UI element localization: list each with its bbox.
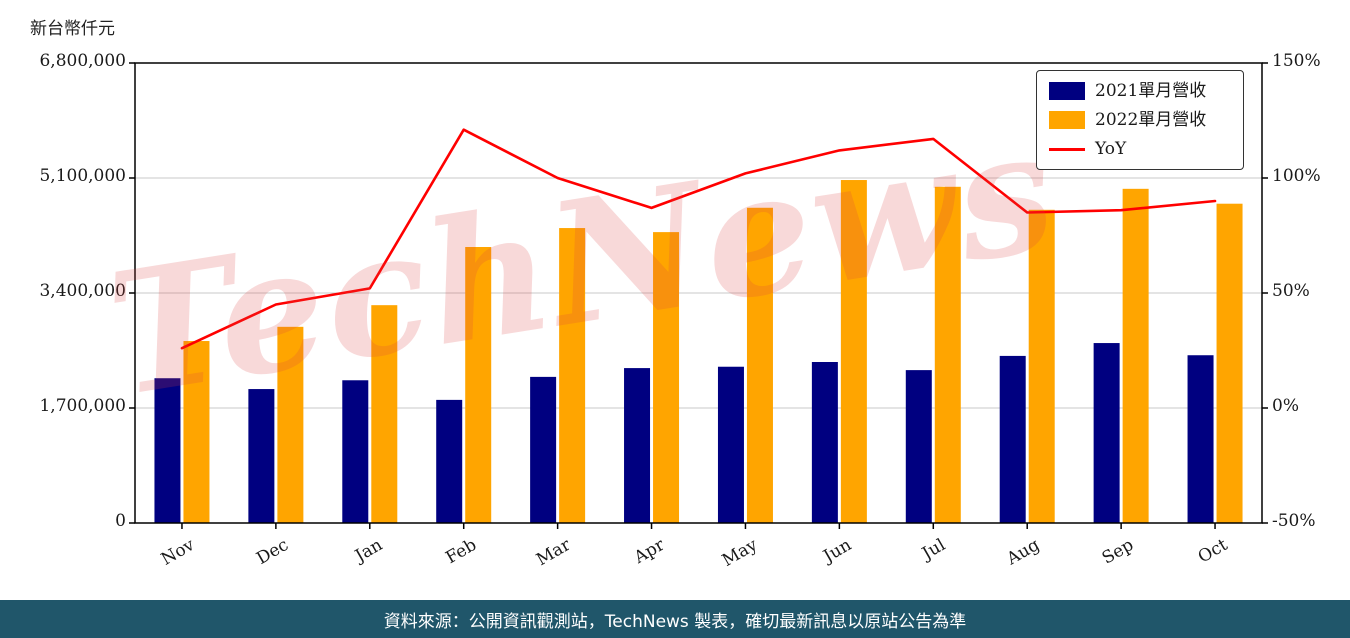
right-axis-tick: 50% [1272, 281, 1310, 301]
y-axis-unit-label: 新台幣仟元 [30, 19, 115, 39]
source-footer: 資料來源：公開資訊觀測站，TechNews 製表，確切最新訊息以原站公告為準 [0, 600, 1350, 638]
source-footer-text: 資料來源：公開資訊觀測站，TechNews 製表，確切最新訊息以原站公告為準 [383, 611, 967, 632]
legend-item-2021: 2021單月營收 [1049, 80, 1229, 102]
legend-label-2022: 2022單月營收 [1095, 110, 1207, 130]
left-axis-tick: 6,800,000 [39, 51, 126, 71]
chart-legend: 2021單月營收 2022單月營收 YoY [1036, 70, 1244, 170]
legend-label-2021: 2021單月營收 [1095, 81, 1207, 101]
right-axis-tick: -50% [1272, 511, 1316, 531]
legend-item-2022: 2022單月營收 [1049, 109, 1229, 131]
right-axis-tick: 100% [1272, 166, 1321, 186]
right-axis-tick: 150% [1272, 51, 1321, 71]
legend-swatch-yoy-line [1049, 147, 1085, 151]
left-axis-tick: 0 [115, 511, 126, 531]
left-axis-tick: 3,400,000 [39, 281, 126, 301]
legend-swatch-2021-bar [1049, 82, 1085, 100]
legend-label-yoy: YoY [1095, 139, 1127, 159]
legend-swatch-2022-bar [1049, 111, 1085, 129]
right-axis-tick: 0% [1272, 396, 1299, 416]
left-axis-tick: 5,100,000 [39, 166, 126, 186]
left-axis-tick: 1,700,000 [39, 396, 126, 416]
legend-item-yoy: YoY [1049, 138, 1229, 160]
